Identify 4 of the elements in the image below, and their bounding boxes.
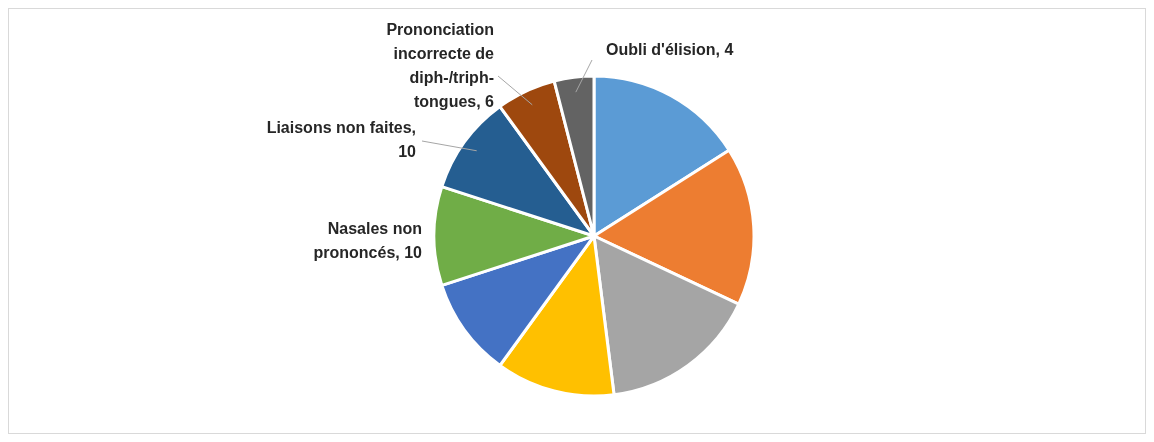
slice-label: Liaisons non faites, 10 <box>266 119 417 161</box>
slice-label: Oubli d'élision, 4 <box>606 41 734 59</box>
slice-label: Nasales non prononcés, 10 <box>313 220 423 262</box>
slice-label: Prononciation incorrecte de diph-/triph-tongues, 6 <box>386 21 495 111</box>
